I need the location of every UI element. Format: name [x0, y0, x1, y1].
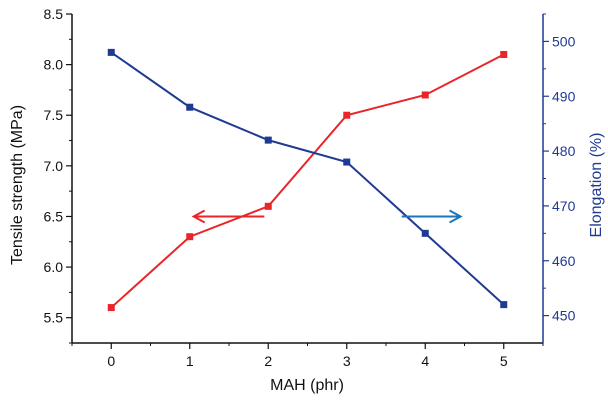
tensile-strength-point-4	[421, 91, 429, 99]
right-y-tick-label: 490	[552, 88, 576, 104]
right-y-tick-label: 500	[552, 33, 576, 49]
tensile-strength-point-3	[343, 111, 351, 119]
axes: 5.5 6.0 6.5 7.0 7.5 8.0 8.5 450 460 470 480 490 500 0…	[44, 6, 576, 369]
right-y-tick-label: 450	[552, 308, 576, 324]
elongation-point-1	[186, 103, 194, 111]
elongation-point-0	[107, 48, 115, 56]
left-y-tick-label: 5.5	[44, 310, 64, 326]
left-y-tick-label: 6.0	[44, 259, 64, 275]
elongation-point-3	[343, 158, 351, 166]
x-tick-label: 4	[421, 353, 429, 369]
left-y-tick-label: 7.5	[44, 107, 64, 123]
right-y-tick-label: 470	[552, 198, 576, 214]
elongation-point-2	[264, 136, 272, 144]
right-y-tick-label: 480	[552, 143, 576, 159]
tensile-strength-line	[110, 53, 505, 309]
x-tick-label: 1	[186, 353, 194, 369]
right-y-tick-label: 460	[552, 253, 576, 269]
elongation-point-5	[500, 301, 508, 309]
left-y-tick-label: 8.5	[44, 6, 64, 22]
x-tick-label: 5	[500, 353, 508, 369]
left-y-axis-title: Tensile strength (MPa)	[9, 105, 26, 265]
chart-marks	[107, 48, 508, 312]
left-y-tick-label: 6.5	[44, 208, 64, 224]
x-tick-label: 2	[264, 353, 272, 369]
elongation-point-4	[421, 229, 429, 237]
left-y-tick-label: 8.0	[44, 57, 64, 73]
x-tick-label: 3	[343, 353, 351, 369]
tensile-strength-point-0	[107, 304, 115, 312]
tensile-strength-point-5	[500, 50, 508, 58]
arrow-left-head	[191, 209, 206, 224]
arrow-right-head	[449, 209, 463, 224]
left-y-tick-label: 7.0	[44, 158, 64, 174]
right-y-axis-title: Elongation (%)	[588, 133, 605, 238]
elongation-line	[110, 51, 505, 306]
x-axis-title: MAH (phr)	[270, 377, 344, 394]
x-tick-label: 0	[107, 353, 115, 369]
tensile-strength-point-1	[186, 233, 194, 241]
tensile-strength-point-2	[264, 202, 272, 210]
